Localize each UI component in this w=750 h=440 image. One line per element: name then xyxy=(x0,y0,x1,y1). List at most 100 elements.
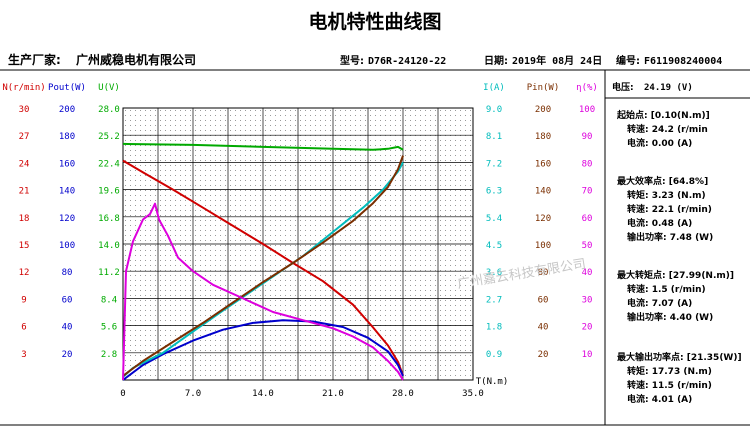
left-axis-title-Pout: Pout(W) xyxy=(48,83,86,93)
left-tick-N: 24 xyxy=(19,159,30,169)
left-tick-Pout: 120 xyxy=(59,214,75,224)
right-tick-eff: 70 xyxy=(582,187,593,197)
left-tick-N: 12 xyxy=(19,268,30,278)
left-tick-U: 16.8 xyxy=(98,214,120,224)
left-tick-N: 18 xyxy=(19,214,30,224)
right-tick-eff: 50 xyxy=(582,241,593,251)
axis-labels: N(r/min)30272421181512963Pout(W)20018016… xyxy=(2,83,598,399)
right-tick-I: 0.9 xyxy=(486,350,502,360)
right-tick-Pin: 100 xyxy=(535,241,551,251)
left-tick-U: 5.6 xyxy=(101,323,117,333)
x-tick-label: 0 xyxy=(120,389,125,399)
left-tick-N: 3 xyxy=(21,350,26,360)
left-axis-title-N: N(r/min) xyxy=(2,83,45,93)
panel-group-line: 电流: 0.48 (A) xyxy=(627,217,692,229)
left-tick-U: 8.4 xyxy=(101,295,117,305)
panel-group-line: 转速: 22.1 (r/min) xyxy=(627,203,712,215)
right-tick-Pin: 40 xyxy=(538,323,549,333)
left-tick-U: 28.0 xyxy=(98,105,120,115)
x-tick-label: 35.0 xyxy=(462,389,484,399)
voltage-value: 24.19 (V) xyxy=(644,83,693,93)
left-tick-U: 19.6 xyxy=(98,187,120,197)
left-tick-Pout: 40 xyxy=(62,323,73,333)
panel-group-title: 起始点: [0.10(N.m)] xyxy=(616,109,710,121)
right-tick-eff: 100 xyxy=(579,105,595,115)
right-tick-eff: 90 xyxy=(582,132,593,142)
right-tick-I: 4.5 xyxy=(486,241,502,251)
left-tick-N: 30 xyxy=(19,105,30,115)
panel-group-line: 转矩: 17.73 (N.m) xyxy=(627,365,712,377)
left-tick-U: 14.0 xyxy=(98,241,120,251)
right-tick-Pin: 180 xyxy=(535,132,551,142)
page-title: 电机特性曲线图 xyxy=(308,10,441,33)
left-tick-Pout: 100 xyxy=(59,241,75,251)
model-value: D76R-24120-22 xyxy=(368,56,446,67)
right-tick-Pin: 120 xyxy=(535,214,551,224)
model-label: 型号: xyxy=(340,54,364,67)
right-tick-eff: 20 xyxy=(582,323,593,333)
right-tick-Pin: 80 xyxy=(538,268,549,278)
right-axis-title-I: I(A) xyxy=(483,83,505,93)
right-tick-Pin: 160 xyxy=(535,159,551,169)
right-tick-eff: 60 xyxy=(582,214,593,224)
info-panel: 起始点: [0.10(N.m)] 转速: 24.2 (r/min 电流: 0.00 … xyxy=(616,109,742,405)
panel-group-title: 最大转矩点: [27.99(N.m)] xyxy=(617,269,734,281)
left-tick-Pout: 20 xyxy=(62,350,73,360)
series-line-U xyxy=(122,142,404,151)
right-tick-I: 2.7 xyxy=(486,295,502,305)
date-label: 日期: xyxy=(484,54,508,67)
left-tick-U: 25.2 xyxy=(98,132,120,142)
x-tick-label: 28.0 xyxy=(392,389,414,399)
panel-group-line: 转速: 1.5 (r/min) xyxy=(627,283,706,295)
left-tick-Pout: 180 xyxy=(59,132,75,142)
panel-group-line: 输出功率: 7.48 (W) xyxy=(627,231,713,243)
right-tick-I: 7.2 xyxy=(486,159,502,169)
right-tick-Pin: 60 xyxy=(538,295,549,305)
left-tick-N: 27 xyxy=(19,132,30,142)
left-tick-N: 6 xyxy=(21,323,26,333)
serial-label: 编号: xyxy=(616,54,640,67)
left-tick-U: 11.2 xyxy=(98,268,120,278)
left-axis-title-U: U(V) xyxy=(98,83,120,93)
right-axis-title-Pin: Pin(W) xyxy=(527,83,560,93)
right-tick-eff: 80 xyxy=(582,159,593,169)
left-tick-N: 9 xyxy=(21,295,26,305)
serial-value: F611908240004 xyxy=(644,56,722,67)
plot-grid xyxy=(123,108,473,380)
series-line-eff xyxy=(122,202,404,381)
date-value: 2019年 08月 24日 xyxy=(512,54,602,67)
panel-group-line: 转矩: 3.23 (N.m) xyxy=(627,189,706,201)
left-tick-Pout: 80 xyxy=(62,268,73,278)
right-tick-eff: 10 xyxy=(582,350,593,360)
series-line-Pin xyxy=(122,155,404,377)
right-tick-Pin: 20 xyxy=(538,350,549,360)
left-tick-Pout: 140 xyxy=(59,187,75,197)
right-tick-I: 8.1 xyxy=(486,132,502,142)
panel-group-title: 最大效率点: [64.8%] xyxy=(617,175,708,187)
panel-group-line: 电流: 7.07 (A) xyxy=(627,297,692,309)
left-tick-N: 21 xyxy=(19,187,30,197)
x-tick-label: 7.0 xyxy=(185,389,201,399)
right-tick-I: 1.8 xyxy=(486,323,502,333)
x-axis-title: T(N.m) xyxy=(476,377,509,387)
maker-label: 生产厂家: xyxy=(8,52,61,67)
panel-group-line: 输出功率: 4.40 (W) xyxy=(627,311,713,323)
panel-group-line: 电流: 4.01 (A) xyxy=(627,393,692,405)
voltage-label: 电压: xyxy=(612,81,634,93)
right-tick-Pin: 200 xyxy=(535,105,551,115)
left-tick-Pout: 160 xyxy=(59,159,75,169)
right-tick-I: 6.3 xyxy=(486,187,502,197)
watermark: 广州嘉云科技有限公司 xyxy=(456,257,587,292)
right-tick-I: 5.4 xyxy=(486,214,502,224)
right-axis-title-eff: η(%) xyxy=(576,83,598,93)
panel-group-line: 电流: 0.00 (A) xyxy=(627,137,692,149)
maker-name: 广州威稳电机有限公司 xyxy=(76,52,196,67)
right-tick-eff: 40 xyxy=(582,268,593,278)
panel-group-line: 转速: 24.2 (r/min xyxy=(627,123,708,135)
curves xyxy=(122,142,404,381)
left-tick-Pout: 200 xyxy=(59,105,75,115)
right-tick-eff: 30 xyxy=(582,295,593,305)
x-tick-label: 21.0 xyxy=(322,389,344,399)
series-line-Pout xyxy=(122,319,404,381)
